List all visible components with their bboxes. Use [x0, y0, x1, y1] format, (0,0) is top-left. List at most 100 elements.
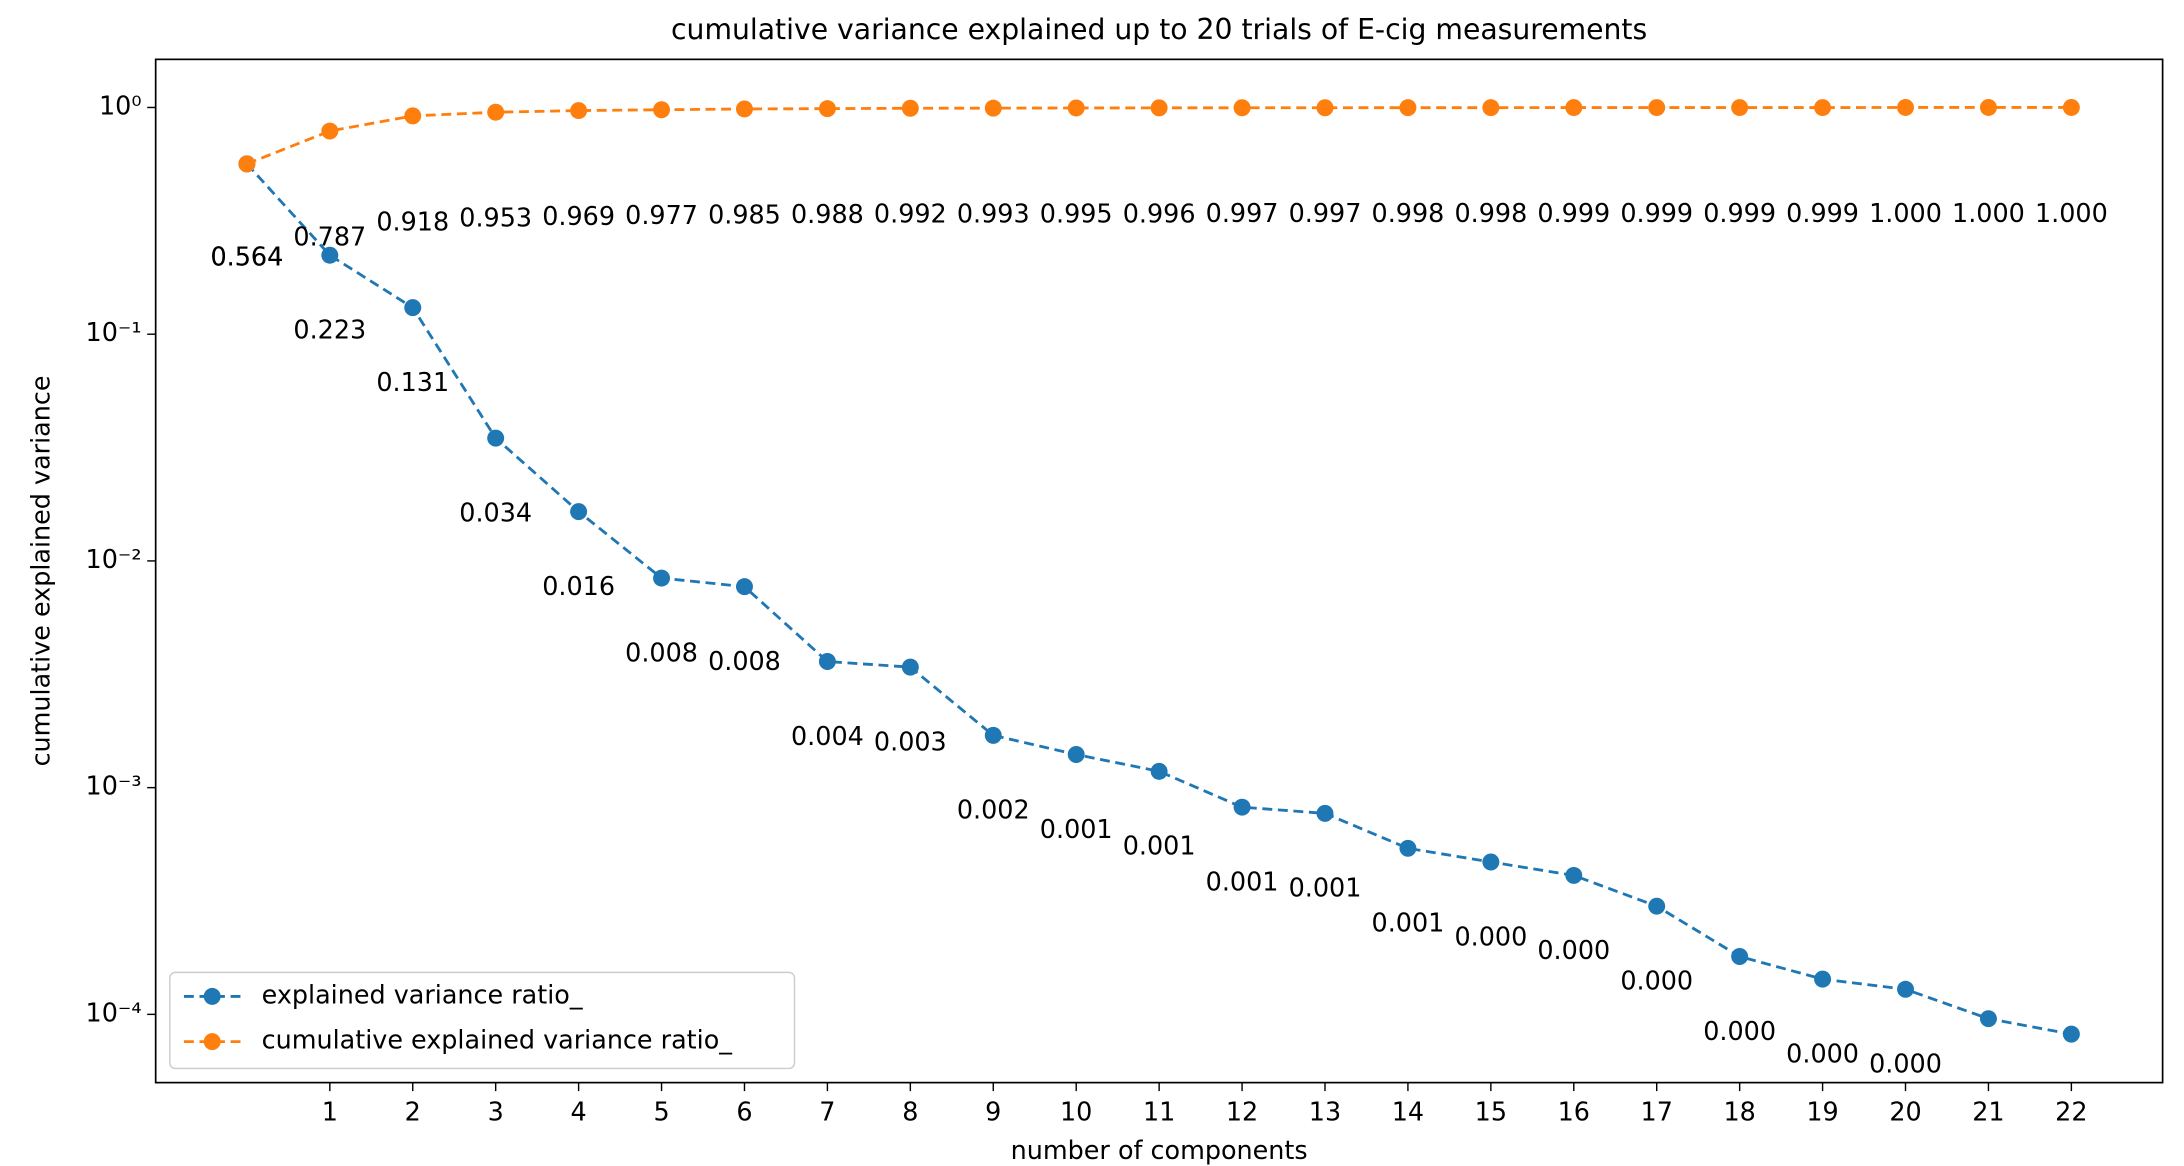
x-tick-label: 3: [488, 1097, 504, 1127]
value-label: 0.001: [1372, 908, 1445, 938]
point: [2062, 98, 2080, 116]
value-label: 0.008: [625, 637, 698, 667]
value-label: 0.977: [625, 200, 698, 230]
point: [321, 122, 339, 140]
axes-frame: [154, 58, 2164, 1084]
legend-marker: [203, 1033, 221, 1051]
point: [1067, 746, 1085, 763]
y-axis-label: cumulative explained variance: [26, 376, 56, 767]
point: [818, 100, 836, 118]
legend-label: cumulative explained variance ratio_: [262, 1025, 733, 1055]
value-label: 1.000: [1869, 198, 1942, 228]
value-label: 0.787: [293, 221, 366, 251]
x-tick-label: 9: [985, 1097, 1001, 1127]
point: [735, 578, 753, 596]
point: [1150, 762, 1168, 780]
value-label: 0.131: [376, 367, 449, 397]
point: [1399, 839, 1417, 857]
x-axis-label: number of components: [1011, 1135, 1308, 1165]
point: [984, 99, 1002, 117]
point: [1979, 1010, 1997, 1028]
point: [1897, 980, 1914, 998]
point: [901, 658, 919, 676]
point: [1316, 804, 1334, 822]
value-label: 0.001: [1040, 814, 1113, 844]
value-label: 0.001: [1289, 873, 1362, 903]
value-label: 0.918: [376, 206, 449, 236]
point: [653, 569, 671, 587]
x-tick-label: 13: [1309, 1097, 1341, 1127]
x-tick-label: 7: [819, 1097, 835, 1127]
point: [1979, 98, 1997, 116]
point: [984, 726, 1002, 744]
value-label: 0.001: [1206, 866, 1279, 896]
value-label: 1.000: [2035, 198, 2108, 228]
value-label: 0.000: [1703, 1016, 1776, 1046]
x-tick-label: 22: [2055, 1097, 2087, 1127]
x-tick-label: 19: [1806, 1097, 1838, 1127]
x-tick-label: 8: [902, 1097, 918, 1127]
x-tick-label: 16: [1558, 1097, 1590, 1127]
x-tick-label: 6: [736, 1097, 752, 1127]
value-label: 0.992: [874, 199, 947, 229]
point: [570, 503, 588, 521]
series-line: [245, 162, 2072, 1036]
value-label: 0.000: [1786, 1038, 1859, 1068]
point: [1565, 99, 1583, 117]
x-tick-label: 5: [653, 1097, 669, 1127]
point: [1731, 948, 1749, 965]
value-label: 0.953: [459, 203, 532, 233]
value-label: 0.000: [1869, 1049, 1942, 1079]
point: [1316, 99, 1334, 117]
x-tick-label: 2: [405, 1097, 421, 1127]
point: [2062, 1025, 2080, 1043]
x-tick-label: 17: [1641, 1097, 1673, 1127]
y-tick-label: 10⁰: [99, 90, 142, 120]
legend-label: explained variance ratio_: [262, 979, 583, 1009]
x-tick-label: 11: [1143, 1097, 1175, 1127]
x-tick-label: 14: [1392, 1097, 1424, 1127]
value-label: 0.988: [791, 199, 864, 229]
value-label: 0.985: [708, 199, 781, 229]
y-tick-label: 10⁻³: [86, 771, 142, 801]
value-label: 0.999: [1620, 198, 1693, 228]
point: [653, 101, 671, 119]
value-label: 0.998: [1372, 198, 1445, 228]
value-label: 0.996: [1123, 198, 1196, 228]
point: [487, 103, 505, 121]
value-label: 0.564: [211, 242, 284, 272]
point: [1565, 866, 1583, 884]
y-tick-label: 10⁻¹: [86, 317, 142, 347]
value-label: 0.999: [1786, 198, 1859, 228]
x-tick-label: 1: [322, 1097, 338, 1127]
value-label: 0.000: [1620, 966, 1693, 996]
chart-title: cumulative variance explained up to 20 t…: [671, 13, 1647, 46]
point: [1233, 99, 1251, 117]
point: [901, 99, 919, 117]
value-label: 0.993: [957, 199, 1030, 229]
point: [1399, 99, 1417, 117]
point: [1648, 99, 1666, 117]
value-label: 0.969: [542, 201, 615, 231]
y-tick-label: 10⁻⁴: [86, 997, 142, 1027]
value-label: 0.003: [874, 726, 947, 756]
x-tick-label: 21: [1972, 1097, 2004, 1127]
point: [404, 107, 422, 125]
value-label: 0.001: [1123, 831, 1196, 861]
value-label: 0.002: [957, 795, 1030, 825]
legend-marker: [203, 987, 221, 1005]
point: [1482, 853, 1500, 871]
point: [1897, 98, 1914, 116]
point: [238, 155, 256, 173]
value-label: 0.999: [1703, 198, 1776, 228]
value-label: 0.016: [542, 571, 615, 601]
point: [1067, 99, 1085, 117]
point: [735, 100, 753, 118]
point: [1233, 798, 1251, 816]
value-label: 0.004: [791, 721, 864, 751]
point: [404, 299, 422, 317]
point: [1731, 99, 1749, 117]
x-tick-label: 18: [1723, 1097, 1755, 1127]
